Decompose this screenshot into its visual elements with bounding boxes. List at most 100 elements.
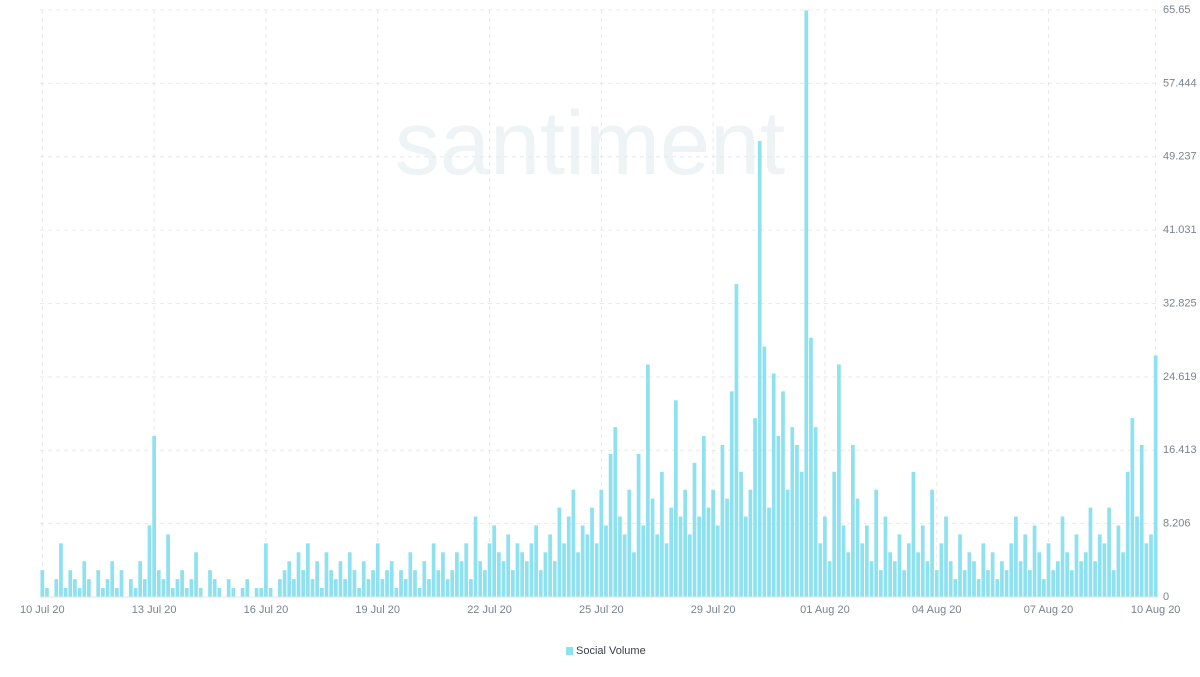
bar [375,543,380,597]
bar [590,507,594,597]
bar [687,534,692,597]
bar [534,525,538,597]
bar [585,534,590,597]
bar [343,579,347,597]
bar [1102,543,1107,597]
bar [930,489,934,597]
x-tick-label: 19 Jul 20 [355,604,400,616]
bar [226,579,231,597]
bar [1069,570,1074,597]
bar [1079,561,1084,597]
bar [646,364,650,597]
bar [799,471,804,597]
bar [673,400,678,597]
bar [245,579,250,597]
bar [720,444,725,597]
bar [1042,579,1046,597]
bar [194,552,198,597]
bar [1028,570,1032,597]
bar [217,588,222,597]
bar [469,579,473,597]
bar [529,543,534,597]
bar [389,561,394,597]
bar [1121,552,1125,597]
bar [1144,543,1149,597]
bar [445,579,450,597]
bar [319,588,324,597]
bar [608,453,613,597]
bar [105,579,110,597]
bar [757,140,762,598]
bar [240,588,245,597]
bar [883,516,888,597]
bar [846,552,851,597]
bar [953,579,958,597]
bar [166,534,170,597]
bar [562,543,566,597]
bar [520,552,525,597]
bar [851,444,855,597]
bar [459,561,464,597]
bar [762,346,767,597]
bar [208,570,212,597]
bar [114,588,119,597]
bar [133,588,138,597]
bar [315,561,320,597]
y-tick-label: 41.031 [1163,224,1197,236]
bar [501,561,506,597]
bar [184,588,189,597]
bar [1116,525,1121,597]
bar [897,534,902,597]
bar [538,570,543,597]
bar [492,525,497,597]
bar [771,373,776,597]
bar [45,588,49,597]
bar [804,10,809,597]
bar [524,561,529,597]
bar [264,543,268,597]
bar [823,516,827,597]
bar [678,516,683,597]
bar [189,579,194,597]
bar [175,579,180,597]
bar [1014,516,1018,597]
bar [594,543,599,597]
bar [73,579,77,597]
bar [669,507,674,597]
bar [119,570,124,597]
x-tick-label: 29 Jul 20 [691,604,736,616]
bar [604,525,608,597]
bar [841,525,846,597]
bar [403,579,408,597]
bar [436,570,441,597]
bar [1097,534,1102,597]
legend-swatch [566,647,573,655]
bar [128,579,133,597]
bar [380,579,385,597]
bar [939,543,944,597]
bar [329,570,334,597]
bar [958,534,962,597]
bar [59,543,63,597]
bar [464,543,469,597]
bar [636,453,641,597]
bar [888,552,893,597]
bar [156,570,161,597]
bar [147,525,152,597]
bar [1018,561,1023,597]
bar [54,579,59,597]
bar [543,552,548,597]
bar [860,543,865,597]
x-tick-label: 25 Jul 20 [579,604,624,616]
bar [753,418,757,597]
bar [417,588,422,597]
bar [948,561,953,597]
bar [515,543,520,597]
bar [1065,552,1070,597]
bar [1125,471,1130,597]
bar [427,579,431,597]
bar [1051,570,1056,597]
watermark: santiment [395,94,785,194]
bar [96,570,101,597]
bar [566,516,571,597]
